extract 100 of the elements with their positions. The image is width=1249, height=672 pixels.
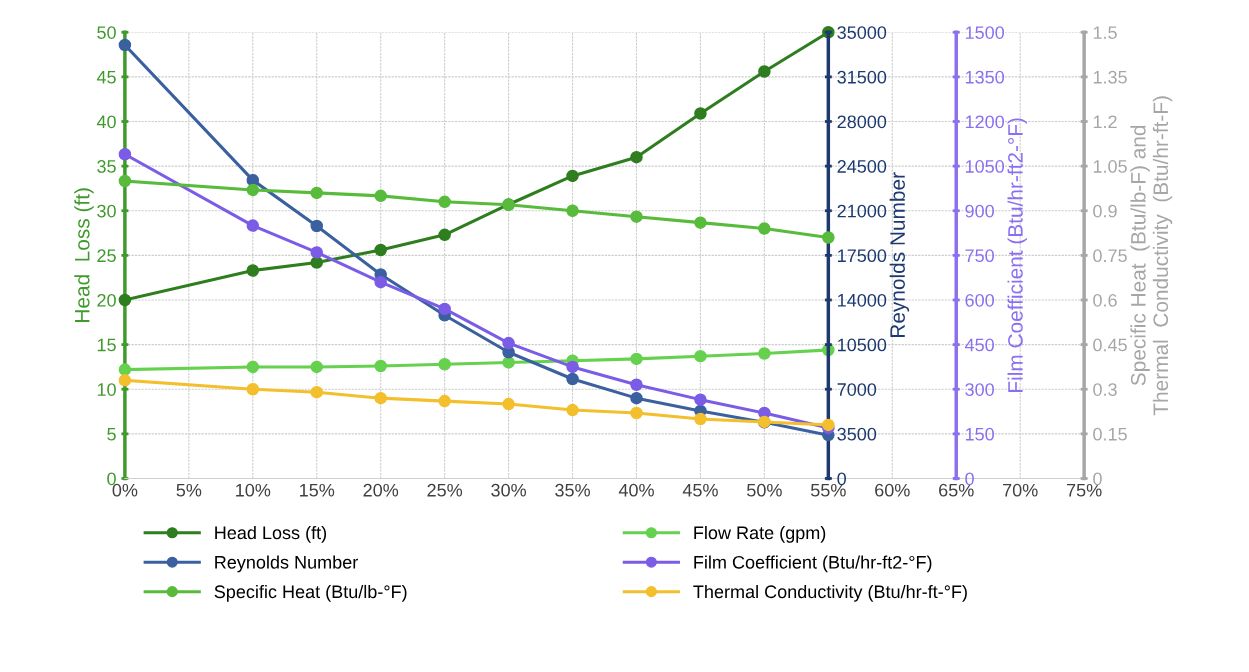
x-tick-label: 10% bbox=[236, 483, 271, 497]
point bbox=[374, 189, 387, 203]
point bbox=[246, 219, 260, 232]
point bbox=[630, 406, 643, 420]
point bbox=[438, 302, 451, 316]
legend-label: Thermal Conductivity (Btu/hr-ft-°F) bbox=[693, 584, 967, 602]
y2-tick-label: 17500 bbox=[838, 249, 887, 263]
y-tick-label: 50 bbox=[97, 26, 116, 39]
point bbox=[694, 393, 707, 406]
point bbox=[438, 195, 451, 209]
y3-tick-label: 750 bbox=[965, 249, 994, 263]
y2-tick-label: 31500 bbox=[837, 70, 887, 84]
point bbox=[566, 403, 579, 417]
point bbox=[502, 397, 515, 411]
y2-tick-label: 3500 bbox=[837, 427, 877, 441]
point bbox=[694, 216, 707, 229]
point bbox=[694, 107, 707, 120]
point bbox=[246, 264, 260, 277]
x-tick-label: 40% bbox=[618, 483, 654, 497]
x-tick-label: 25% bbox=[427, 483, 463, 497]
point bbox=[630, 352, 643, 366]
y-tick-label: 0.45 bbox=[1093, 338, 1127, 352]
legend-label: Head Loss (ft) bbox=[215, 525, 327, 543]
point bbox=[374, 243, 387, 257]
point bbox=[502, 336, 515, 350]
point bbox=[310, 256, 323, 269]
point bbox=[438, 228, 451, 242]
point bbox=[310, 219, 323, 233]
y2-tick-label: 28000 bbox=[837, 115, 887, 129]
point bbox=[566, 204, 579, 217]
y-tick-label: 1.05 bbox=[1093, 160, 1127, 173]
y2-axis-title: Reynolds Number bbox=[889, 172, 910, 338]
point bbox=[118, 38, 132, 52]
point bbox=[118, 374, 132, 387]
point bbox=[694, 412, 707, 426]
point bbox=[246, 382, 260, 396]
y-tick-label: 1.2 bbox=[1093, 115, 1117, 129]
x-tick-label: 30% bbox=[491, 483, 527, 497]
point bbox=[630, 391, 643, 405]
y-tick-label: 20 bbox=[97, 293, 116, 307]
y2-tick-label: 24500 bbox=[837, 160, 887, 173]
y-tick-label: 15 bbox=[97, 338, 116, 352]
point bbox=[566, 360, 579, 374]
x-tick-label: 45% bbox=[682, 483, 718, 497]
y3-tick-label: 450 bbox=[964, 338, 994, 352]
x-tick-label: 60% bbox=[875, 483, 910, 497]
point bbox=[374, 359, 387, 373]
point bbox=[374, 275, 387, 289]
legend-label: Film Coefficient (Btu/hr-ft2-°F) bbox=[694, 555, 932, 573]
y2-tick-label: 14000 bbox=[838, 293, 887, 307]
y3-axis-title: Film Coefficient (Btu/hr-ft2-°F) bbox=[1007, 118, 1027, 392]
point bbox=[630, 210, 643, 223]
y-tick-label: 1.5 bbox=[1093, 26, 1117, 39]
point bbox=[374, 391, 387, 405]
point bbox=[758, 222, 771, 235]
x-tick-label: 70% bbox=[1003, 483, 1038, 497]
y2-tick-label: 35000 bbox=[837, 26, 887, 39]
y-tick-label: 35 bbox=[97, 160, 116, 173]
y-tick-label: 25 bbox=[97, 249, 116, 263]
point bbox=[438, 357, 451, 371]
x-tick-label: 35% bbox=[555, 483, 590, 497]
point bbox=[118, 147, 132, 161]
point bbox=[566, 169, 579, 183]
y-axis-title: Specific Heat (Btu/lb-F) and Thermal Conductivity (Btu/hr-ft-F) bbox=[1130, 96, 1173, 416]
y2-tick-label: 0 bbox=[837, 472, 847, 486]
x-tick-label: 50% bbox=[747, 483, 782, 497]
point bbox=[630, 150, 643, 164]
legend-label: Flow Rate (gpm) bbox=[694, 525, 826, 543]
x-tick-label: 20% bbox=[363, 483, 399, 497]
y-tick-label: 0.9 bbox=[1093, 204, 1117, 218]
y3-tick-label: 150 bbox=[965, 427, 994, 441]
point bbox=[630, 378, 643, 392]
point bbox=[118, 174, 132, 188]
y3-tick-label: 600 bbox=[965, 293, 994, 307]
point bbox=[502, 356, 515, 369]
y3-tick-label: 900 bbox=[965, 204, 994, 218]
y3-tick-label: 300 bbox=[965, 383, 994, 396]
point bbox=[438, 394, 451, 408]
y-tick-label: 40 bbox=[96, 115, 116, 129]
y-tick-label: 0.6 bbox=[1093, 293, 1117, 307]
point bbox=[758, 65, 771, 78]
y-tick-label: 0.75 bbox=[1093, 249, 1127, 263]
y3-tick-label: 1500 bbox=[965, 26, 1005, 39]
point bbox=[310, 385, 323, 399]
y-tick-label: 30 bbox=[97, 204, 116, 218]
y-tick-label: 5 bbox=[107, 427, 116, 441]
point bbox=[694, 349, 707, 363]
x-tick-label: 55% bbox=[810, 483, 846, 497]
point bbox=[246, 360, 260, 374]
y2-tick-label: 10500 bbox=[838, 338, 887, 352]
y2-tick-label: 21000 bbox=[837, 204, 887, 218]
y3-tick-label: 1350 bbox=[965, 70, 1005, 84]
y-tick-label: 0.3 bbox=[1093, 383, 1117, 396]
point bbox=[118, 363, 132, 376]
legend-label: Reynolds Number bbox=[215, 555, 358, 573]
x-tick-label: 5% bbox=[176, 483, 202, 497]
y-tick-label: 0.15 bbox=[1093, 427, 1127, 441]
point bbox=[118, 293, 132, 307]
y-tick-label: 0 bbox=[1093, 472, 1102, 486]
point bbox=[246, 183, 260, 197]
